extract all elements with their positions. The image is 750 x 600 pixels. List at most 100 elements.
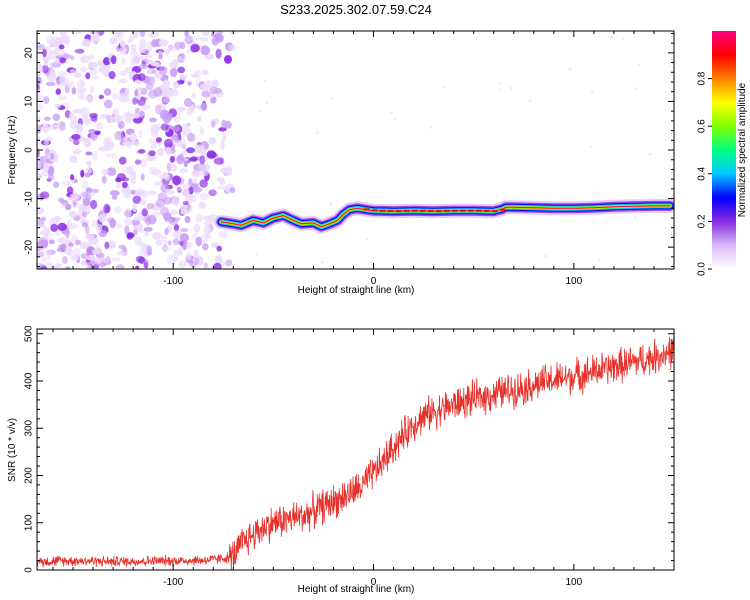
noise-speck [160, 123, 169, 131]
noise-speck [193, 186, 203, 193]
noise-speck [85, 72, 91, 80]
noise-speck [126, 110, 131, 121]
snr-x-ticks: -100 0 100 [52, 329, 675, 588]
noise-speck [42, 48, 47, 58]
noise-speck [110, 152, 117, 158]
noise-speck [37, 103, 44, 111]
noise-speck [498, 88, 501, 91]
noise-speck [203, 225, 212, 235]
colorbar-tick-label: 0.2 [697, 214, 708, 228]
noise-speck [115, 34, 124, 42]
noise-speck [122, 136, 129, 141]
noise-speck [90, 192, 95, 197]
heatmap-y-tick-label: 0 [24, 147, 35, 153]
noise-speck [43, 139, 50, 146]
noise-speck [71, 134, 81, 140]
noise-speck [37, 76, 42, 85]
noise-speck [79, 80, 84, 87]
noise-speck [158, 53, 163, 60]
noise-speck [80, 169, 85, 178]
noise-speck [75, 123, 84, 134]
noise-speck [111, 195, 118, 200]
noise-speck [213, 157, 224, 165]
noise-speck [65, 82, 71, 88]
noise-speck [208, 136, 217, 145]
noise-speck [365, 238, 368, 241]
noise-speck [171, 196, 180, 206]
noise-speck [74, 239, 82, 246]
colorbar-label: Normalized spectral amplitude [737, 82, 748, 217]
noise-speck [141, 104, 151, 110]
noise-speck [139, 199, 147, 206]
noise-speck [48, 124, 59, 131]
noise-speck [172, 230, 183, 239]
noise-speck [138, 64, 148, 70]
noise-speck [180, 208, 188, 215]
noise-speck [186, 107, 193, 116]
noise-speck [138, 149, 146, 154]
noise-speck [58, 44, 65, 50]
noise-speck [89, 85, 95, 94]
noise-speck [162, 79, 170, 86]
noise-speck [81, 38, 91, 47]
noise-speck [150, 129, 159, 138]
noise-speck [147, 68, 153, 75]
noise-speck [70, 55, 75, 61]
noise-speck [610, 36, 613, 39]
snr-frame [36, 328, 675, 571]
noise-speck [120, 31, 126, 35]
noise-speck [134, 265, 140, 269]
heatmap-x-ticks: -100 0 100 [52, 31, 675, 287]
noise-speck [94, 244, 102, 255]
colorbar: 0.0 0.2 0.4 0.6 0.8 Normalized spectral ampl… [697, 31, 748, 276]
noise-speck [37, 95, 45, 102]
noise-speck [120, 40, 126, 48]
noise-speck [211, 37, 220, 46]
noise-speck [114, 114, 123, 123]
noise-speck [598, 258, 601, 261]
noise-speck [176, 186, 182, 192]
noise-speck [41, 123, 50, 133]
snr-x-tick-label: 0 [371, 577, 377, 588]
noise-speck [622, 38, 625, 41]
noise-speck [42, 136, 53, 142]
noise-speck [68, 223, 78, 229]
noise-speck [44, 147, 50, 158]
noise-speck [172, 175, 182, 186]
noise-speck [162, 112, 173, 119]
noise-speck [115, 264, 125, 269]
noise-speck [37, 88, 43, 94]
noise-speck [183, 97, 193, 107]
noise-speck [132, 202, 137, 213]
noise-speck [81, 180, 88, 190]
noise-speck [45, 81, 56, 87]
noise-speck [197, 147, 207, 155]
noise-speck [149, 31, 160, 37]
noise-speck [213, 87, 222, 94]
noise-speck [199, 126, 205, 136]
noise-speck [57, 222, 67, 231]
noise-speck [124, 216, 132, 227]
noise-speck [113, 205, 122, 214]
noise-speck [108, 71, 116, 80]
noise-speck [152, 211, 161, 217]
noise-speck [179, 204, 188, 211]
noise-speck [69, 69, 76, 74]
noise-speck [77, 87, 87, 93]
noise-speck [109, 37, 118, 45]
noise-speck [74, 48, 85, 54]
noise-speck [55, 88, 61, 95]
noise-speck [143, 262, 149, 269]
noise-speck [155, 137, 162, 143]
noise-speck [52, 113, 61, 122]
noise-speck [73, 71, 82, 78]
noise-speck [98, 94, 105, 100]
noise-speck [61, 256, 68, 264]
noise-speck [183, 160, 188, 168]
noise-speck [87, 54, 95, 60]
noise-speck [198, 202, 206, 209]
snr-y-tick-label: 100 [24, 514, 35, 531]
noise-speck [229, 187, 236, 194]
noise-speck [85, 151, 93, 156]
